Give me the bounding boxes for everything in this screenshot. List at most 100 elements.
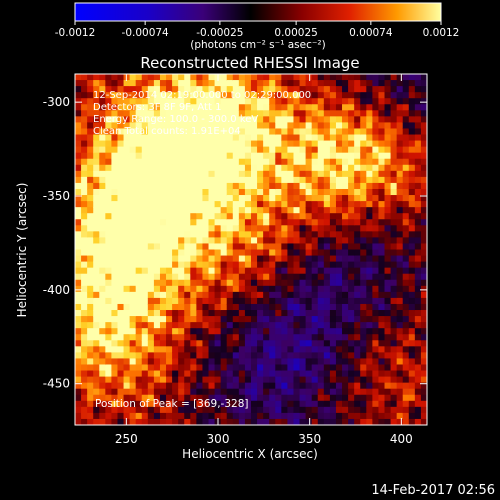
- heatmap-cell: [196, 418, 204, 425]
- heatmap-cell: [111, 188, 119, 196]
- heatmap-cell: [354, 273, 361, 281]
- heatmap-cell: [129, 303, 137, 311]
- heatmap-cell: [311, 285, 319, 293]
- heatmap-cell: [123, 170, 131, 178]
- heatmap-cell: [342, 122, 349, 130]
- heatmap-cell: [196, 358, 204, 366]
- heatmap-cell: [226, 316, 234, 323]
- heatmap-cell: [414, 394, 422, 402]
- heatmap-cell: [190, 195, 197, 202]
- heatmap-cell: [129, 188, 137, 196]
- heatmap-cell: [263, 104, 270, 111]
- heatmap-cell: [172, 376, 179, 384]
- heatmap-cell: [147, 207, 155, 214]
- heatmap-cell: [129, 291, 137, 299]
- heatmap-cell: [269, 170, 276, 178]
- heatmap-cell: [202, 418, 210, 425]
- heatmap-cell: [123, 74, 131, 81]
- heatmap-cell: [208, 261, 216, 269]
- heatmap-cell: [414, 134, 422, 142]
- heatmap-cell: [348, 279, 355, 287]
- heatmap-cell: [257, 328, 264, 335]
- heatmap-cell: [420, 412, 427, 420]
- heatmap-cell: [172, 152, 179, 160]
- heatmap-cell: [263, 352, 270, 360]
- heatmap-cell: [184, 334, 191, 341]
- heatmap-cell: [166, 310, 173, 317]
- heatmap-cell: [335, 249, 343, 257]
- heatmap-cell: [190, 225, 197, 232]
- heatmap-cell: [153, 291, 161, 299]
- heatmap-cell: [402, 291, 410, 299]
- heatmap-cell: [329, 328, 337, 335]
- heatmap-cell: [251, 322, 258, 329]
- heatmap-cell: [238, 285, 246, 293]
- heatmap-cell: [159, 74, 167, 81]
- heatmap-cell: [329, 249, 337, 257]
- heatmap-cell: [202, 358, 210, 366]
- heatmap-cell: [166, 140, 173, 148]
- heatmap-cell: [81, 134, 88, 142]
- y-tick-label: -350: [43, 189, 70, 203]
- heatmap-cell: [178, 394, 185, 402]
- heatmap-cell: [117, 279, 125, 287]
- heatmap-cell: [178, 213, 185, 220]
- heatmap-cell: [238, 316, 246, 323]
- heatmap-cell: [190, 358, 197, 366]
- heatmap-cell: [323, 158, 331, 166]
- heatmap-cell: [263, 291, 270, 299]
- heatmap-cell: [99, 122, 106, 130]
- heatmap-cell: [384, 237, 392, 245]
- heatmap-cell: [257, 406, 264, 414]
- heatmap-cell: [238, 249, 246, 257]
- heatmap-cell: [153, 140, 161, 148]
- heatmap-cell: [153, 92, 161, 99]
- heatmap-cell: [293, 152, 301, 160]
- heatmap-cell: [311, 346, 319, 353]
- heatmap-cell: [414, 328, 422, 335]
- heatmap-cell: [311, 255, 319, 263]
- heatmap-cell: [166, 152, 173, 160]
- heatmap-cell: [93, 412, 100, 420]
- heatmap-cell: [263, 86, 270, 93]
- heatmap-cell: [269, 376, 276, 384]
- heatmap-cell: [75, 297, 82, 305]
- heatmap-cell: [378, 328, 386, 335]
- heatmap-cell: [287, 352, 295, 360]
- heatmap-cell: [348, 182, 355, 190]
- heatmap-cell: [335, 388, 343, 396]
- heatmap-cell: [305, 255, 313, 263]
- heatmap-cell: [390, 176, 398, 184]
- heatmap-cell: [342, 400, 349, 408]
- heatmap-cell: [378, 400, 386, 408]
- heatmap-cell: [317, 352, 325, 360]
- heatmap-cell: [141, 406, 149, 414]
- heatmap-cell: [372, 412, 380, 420]
- heatmap-cell: [87, 382, 94, 390]
- heatmap-cell: [238, 152, 246, 160]
- heatmap-cell: [202, 110, 210, 117]
- heatmap-cell: [275, 291, 282, 299]
- heatmap-cell: [178, 195, 185, 202]
- heatmap-cell: [238, 207, 246, 214]
- heatmap-cell: [190, 176, 197, 184]
- heatmap-cell: [208, 128, 216, 136]
- heatmap-cell: [354, 182, 361, 190]
- heatmap-cell: [329, 176, 337, 184]
- heatmap-cell: [275, 80, 282, 87]
- heatmap-cell: [281, 219, 289, 226]
- heatmap-cell: [378, 297, 386, 305]
- heatmap-cell: [263, 364, 270, 372]
- heatmap-cell: [299, 225, 307, 232]
- heatmap-cell: [408, 201, 416, 208]
- heatmap-cell: [420, 370, 427, 378]
- heatmap-cell: [99, 176, 106, 184]
- heatmap-cell: [159, 243, 167, 251]
- heatmap-cell: [372, 152, 380, 160]
- heatmap-cell: [287, 176, 295, 184]
- heatmap-cell: [220, 80, 228, 87]
- heatmap-cell: [275, 328, 282, 335]
- heatmap-cell: [329, 104, 337, 111]
- heatmap-cell: [159, 358, 167, 366]
- heatmap-cell: [129, 273, 137, 281]
